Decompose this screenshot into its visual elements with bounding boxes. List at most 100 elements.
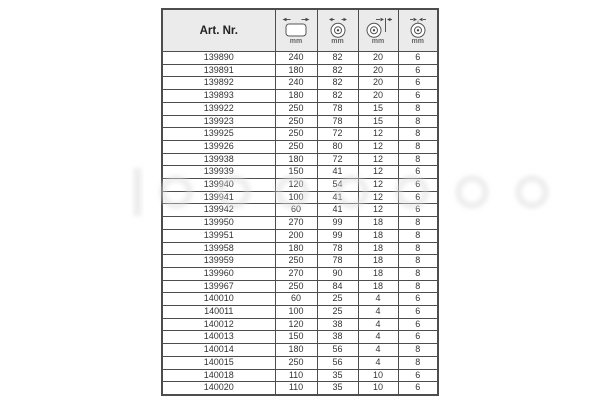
cell-hub-diameter-mm: 20 [357, 89, 399, 103]
table-row: 139959 250 78 18 8 [161, 254, 439, 268]
table-row: 139967 250 84 18 8 [161, 279, 439, 294]
table-row: 139923 250 78 15 8 [161, 114, 439, 129]
cell-art-nr: 139958 [161, 241, 276, 256]
cell-length-mm: 240 [274, 51, 318, 65]
unit-label: mm [411, 38, 424, 45]
cell-length-mm: 110 [274, 368, 318, 383]
cell-length-mm: 250 [274, 114, 318, 129]
cell-hub-diameter-mm: 10 [357, 368, 399, 383]
cell-art-nr: 140011 [161, 305, 276, 319]
cell-bore-diameter-mm: 8 [397, 241, 439, 256]
header-outer-diameter: mm [316, 8, 359, 52]
cell-art-nr: 139951 [161, 228, 276, 243]
cell-art-nr: 139891 [161, 63, 276, 78]
cell-hub-diameter-mm: 18 [357, 279, 399, 294]
cell-hub-diameter-mm: 12 [357, 178, 399, 192]
cell-length-mm: 270 [274, 266, 318, 281]
table-row: 140012 120 38 4 6 [161, 317, 439, 332]
cell-art-nr: 139941 [161, 190, 276, 205]
cell-bore-diameter-mm: 6 [397, 330, 439, 345]
cell-bore-diameter-mm: 8 [397, 343, 439, 357]
cell-outer-diameter-mm: 78 [316, 114, 359, 129]
cell-outer-diameter-mm: 56 [316, 355, 359, 370]
cell-hub-diameter-mm: 18 [357, 216, 399, 230]
cell-hub-diameter-mm: 10 [357, 381, 399, 396]
cell-bore-diameter-mm: 6 [397, 76, 439, 91]
cell-outer-diameter-mm: 38 [316, 317, 359, 332]
cell-art-nr: 139959 [161, 254, 276, 268]
header-art-nr: Art. Nr. [161, 8, 276, 52]
cell-outer-diameter-mm: 82 [316, 51, 359, 65]
table-row: 140020 110 35 10 6 [161, 381, 439, 396]
cell-art-nr: 139922 [161, 101, 276, 116]
cell-hub-diameter-mm: 20 [357, 51, 399, 65]
cell-bore-diameter-mm: 6 [397, 51, 439, 65]
unit-label: mm [331, 38, 344, 45]
table-row: 139940 120 54 12 6 [161, 178, 439, 192]
header-hub-diameter: mm [357, 8, 399, 52]
cell-outer-diameter-mm: 56 [316, 343, 359, 357]
cell-bore-diameter-mm: 8 [397, 152, 439, 167]
cell-bore-diameter-mm: 6 [397, 165, 439, 180]
cell-length-mm: 250 [274, 355, 318, 370]
table-row: 139926 250 80 12 8 [161, 139, 439, 154]
table-row: 139958 180 78 18 8 [161, 241, 439, 256]
table-row: 140015 250 56 4 8 [161, 355, 439, 370]
cell-art-nr: 139890 [161, 51, 276, 65]
cell-outer-diameter-mm: 84 [316, 279, 359, 294]
table-row: 139890 240 82 20 6 [161, 51, 439, 65]
cell-outer-diameter-mm: 25 [316, 305, 359, 319]
cell-length-mm: 120 [274, 317, 318, 332]
cell-length-mm: 240 [274, 76, 318, 91]
cell-outer-diameter-mm: 78 [316, 101, 359, 116]
cell-length-mm: 180 [274, 152, 318, 167]
cell-bore-diameter-mm: 6 [397, 63, 439, 78]
cell-bore-diameter-mm: 8 [397, 355, 439, 370]
cell-art-nr: 139950 [161, 216, 276, 230]
cell-hub-diameter-mm: 18 [357, 241, 399, 256]
cell-bore-diameter-mm: 8 [397, 139, 439, 154]
cell-art-nr: 140018 [161, 368, 276, 383]
cell-hub-diameter-mm: 18 [357, 254, 399, 268]
cell-hub-diameter-mm: 18 [357, 266, 399, 281]
header-row: Art. Nr. mm [161, 8, 439, 52]
table-row: 140010 60 25 4 6 [161, 292, 439, 307]
cell-bore-diameter-mm: 8 [397, 216, 439, 230]
cell-bore-diameter-mm: 6 [397, 190, 439, 205]
cell-bore-diameter-mm: 6 [397, 292, 439, 307]
cell-length-mm: 180 [274, 89, 318, 103]
table-body: 139890 240 82 20 6 139891 180 82 20 6 139892 240 82 2… [161, 51, 439, 396]
roller-hub-diameter-icon [363, 16, 393, 38]
cell-outer-diameter-mm: 35 [316, 368, 359, 383]
cell-outer-diameter-mm: 72 [316, 127, 359, 141]
table-row: 140013 150 38 4 6 [161, 330, 439, 345]
cell-hub-diameter-mm: 4 [357, 317, 399, 332]
cell-outer-diameter-mm: 78 [316, 241, 359, 256]
cell-outer-diameter-mm: 99 [316, 216, 359, 230]
cell-outer-diameter-mm: 41 [316, 165, 359, 180]
cell-art-nr: 139893 [161, 89, 276, 103]
product-spec-table-wrap: Art. Nr. mm [161, 8, 439, 396]
unit-label: mm [289, 38, 303, 45]
cell-bore-diameter-mm: 6 [397, 203, 439, 218]
table-row: 139941 100 41 12 6 [161, 190, 439, 205]
cell-length-mm: 120 [274, 178, 318, 192]
header-bore-diameter: mm [397, 8, 439, 52]
table-row: 140018 110 35 10 6 [161, 368, 439, 383]
cell-bore-diameter-mm: 8 [397, 114, 439, 129]
cell-bore-diameter-mm: 6 [397, 317, 439, 332]
table-row: 140014 180 56 4 8 [161, 343, 439, 357]
cell-bore-diameter-mm: 8 [397, 228, 439, 243]
cell-outer-diameter-mm: 99 [316, 228, 359, 243]
cell-hub-diameter-mm: 12 [357, 190, 399, 205]
unit-label: mm [371, 38, 385, 45]
cell-hub-diameter-mm: 4 [357, 343, 399, 357]
table-row: 139893 180 82 20 6 [161, 89, 439, 103]
cell-art-nr: 140013 [161, 330, 276, 345]
cell-length-mm: 200 [274, 228, 318, 243]
cell-art-nr: 139938 [161, 152, 276, 167]
table-row: 140011 100 25 4 6 [161, 305, 439, 319]
cell-bore-diameter-mm: 6 [397, 89, 439, 103]
cell-art-nr: 139939 [161, 165, 276, 180]
cell-art-nr: 139892 [161, 76, 276, 91]
